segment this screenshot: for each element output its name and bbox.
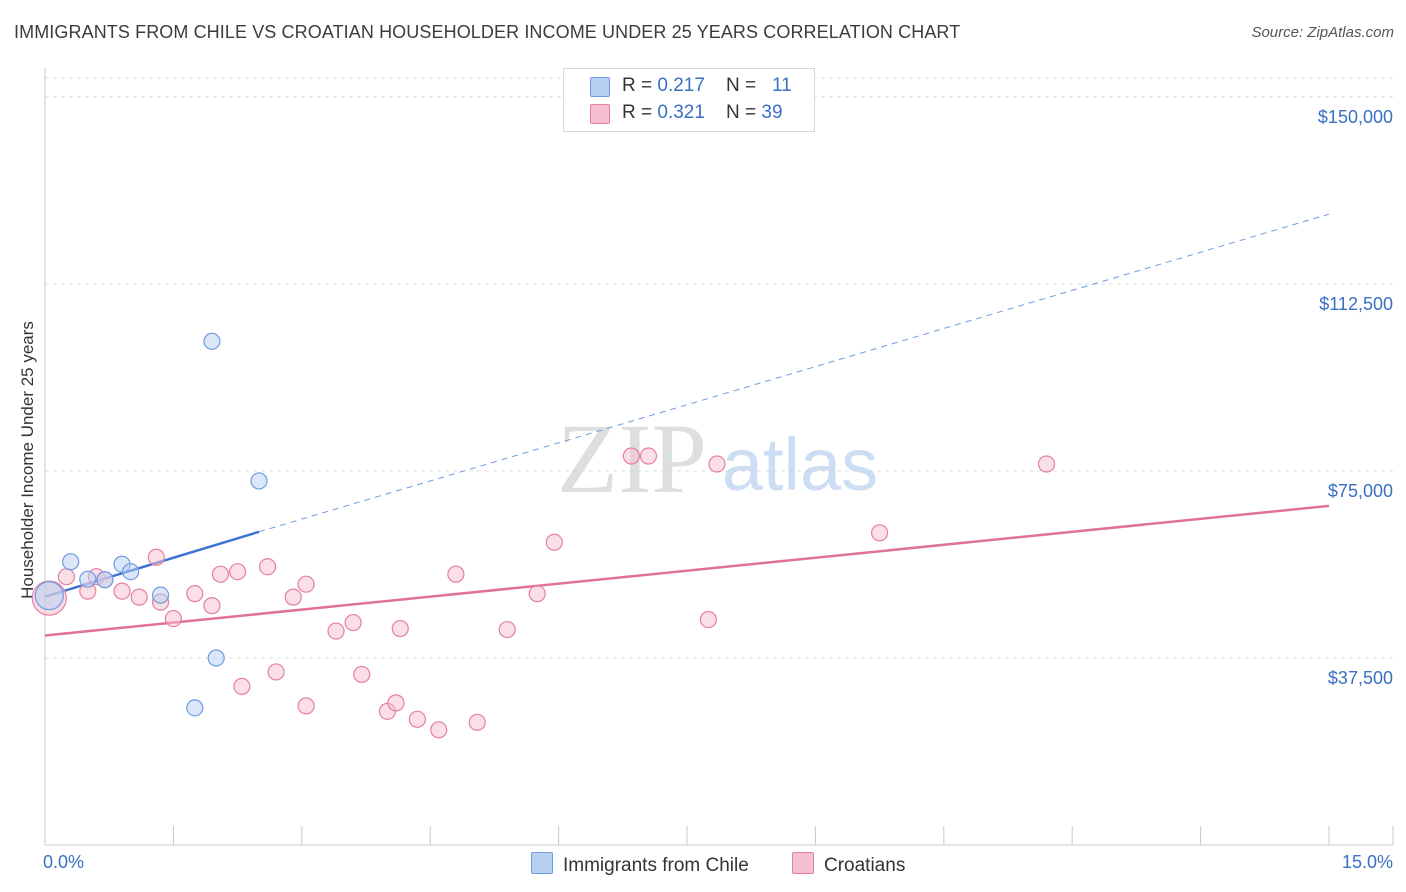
y-tick-label-3: $150,000 bbox=[1318, 107, 1393, 127]
chart-title: IMMIGRANTS FROM CHILE VS CROATIAN HOUSEH… bbox=[14, 22, 961, 42]
legend-item-croatians: Croatians bbox=[792, 852, 905, 877]
point-croatians-37 bbox=[870, 524, 889, 542]
point-croatians-5 bbox=[113, 582, 131, 600]
trend-croatians bbox=[44, 504, 1330, 637]
point-chile-6 bbox=[186, 699, 204, 717]
point-croatians-17 bbox=[284, 588, 302, 606]
legend-label-croatians: Croatians bbox=[824, 855, 906, 876]
legend-swatch-chile bbox=[590, 77, 610, 97]
legend-item-chile: Immigrants from Chile bbox=[531, 852, 749, 877]
point-croatians-15 bbox=[258, 558, 277, 576]
point-croatians-13 bbox=[229, 563, 247, 581]
point-croatians-6 bbox=[130, 588, 148, 606]
point-croatians-1 bbox=[57, 568, 76, 586]
gridlines bbox=[45, 77, 1393, 659]
point-croatians-30 bbox=[498, 620, 516, 639]
point-croatians-7 bbox=[147, 548, 165, 566]
point-croatians-26 bbox=[408, 710, 426, 728]
point-croatians-18 bbox=[297, 697, 315, 715]
legend-text-croatians: R = 0.321 N = 39 bbox=[622, 102, 783, 123]
legend-swatch-croatians-bottom bbox=[792, 852, 814, 874]
point-chile-9 bbox=[250, 472, 268, 490]
point-croatians-21 bbox=[344, 613, 362, 632]
point-croatians-35 bbox=[699, 610, 718, 629]
stats-legend: R = 0.217 N = 11 R = 0.321 N = 39 bbox=[563, 68, 815, 132]
point-croatians-31 bbox=[528, 585, 546, 603]
legend-swatch-chile-bottom bbox=[531, 852, 553, 874]
point-croatians-33 bbox=[622, 447, 640, 465]
legend-text-chile: R = 0.217 N = 11 bbox=[622, 75, 792, 96]
point-croatians-16 bbox=[267, 663, 285, 681]
y-tick-label-1: $75,000 bbox=[1328, 481, 1393, 501]
point-croatians-20 bbox=[327, 622, 345, 640]
axes bbox=[44, 68, 1394, 846]
point-croatians-10 bbox=[186, 585, 204, 603]
point-croatians-25 bbox=[391, 619, 409, 638]
point-croatians-36 bbox=[708, 455, 726, 473]
point-croatians-11 bbox=[203, 597, 221, 615]
x-tick-label-min: 0.0% bbox=[43, 852, 85, 872]
point-croatians-29 bbox=[468, 713, 486, 731]
point-chile-4 bbox=[122, 563, 140, 581]
point-croatians-22 bbox=[353, 665, 371, 684]
point-chile-1 bbox=[62, 553, 80, 571]
source-label: Source: ZipAtlas.com bbox=[1251, 24, 1394, 41]
data-points bbox=[31, 332, 1056, 739]
y-tick-label-2: $112,500 bbox=[1319, 294, 1393, 314]
legend-swatch-croatians bbox=[590, 104, 610, 124]
point-croatians-14 bbox=[233, 677, 251, 696]
point-croatians-32 bbox=[545, 533, 563, 551]
point-chile-0 bbox=[34, 581, 64, 611]
point-croatians-24 bbox=[387, 694, 405, 712]
point-chile-10 bbox=[96, 571, 114, 589]
point-croatians-19 bbox=[297, 575, 315, 593]
point-croatians-34 bbox=[639, 447, 658, 465]
watermark-atlas: atlas bbox=[722, 423, 878, 506]
point-croatians-38 bbox=[1037, 455, 1056, 473]
watermark: ZIP atlas bbox=[557, 403, 878, 514]
point-chile-8 bbox=[207, 649, 225, 667]
point-croatians-27 bbox=[430, 721, 448, 739]
legend-label-chile: Immigrants from Chile bbox=[563, 855, 749, 876]
y-tick-labels: $37,500 $75,000 $112,500 $150,000 bbox=[1318, 107, 1393, 688]
point-croatians-28 bbox=[447, 565, 465, 583]
point-croatians-9 bbox=[164, 609, 182, 628]
point-chile-5 bbox=[151, 586, 170, 604]
point-chile-7 bbox=[203, 332, 221, 350]
x-tick-label-max: 15.0% bbox=[1341, 852, 1393, 872]
point-chile-2 bbox=[79, 570, 97, 588]
y-tick-label-0: $37,500 bbox=[1328, 668, 1393, 688]
point-croatians-12 bbox=[211, 565, 230, 583]
